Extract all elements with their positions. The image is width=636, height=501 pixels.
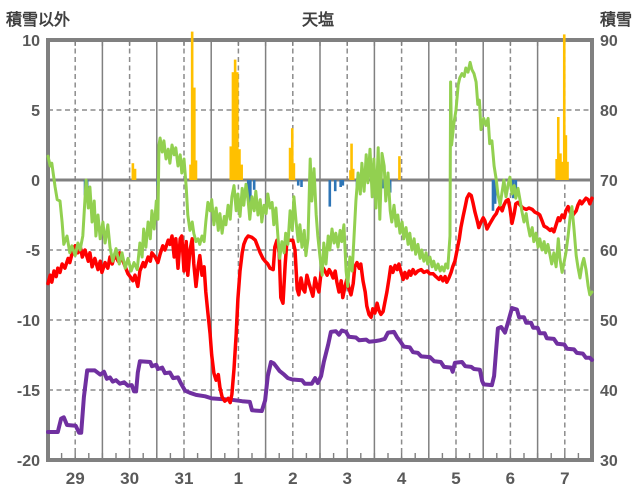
svg-text:2: 2: [288, 469, 297, 488]
svg-text:90: 90: [600, 33, 618, 50]
svg-text:-15: -15: [17, 383, 40, 400]
purple-line-series: [46, 306, 594, 435]
red-line-series: [46, 192, 594, 405]
axis-tick-marks: [47, 40, 593, 460]
svg-text:70: 70: [600, 173, 618, 190]
svg-text:-5: -5: [26, 243, 40, 260]
x-axis-tick-labels: 29 30 31 1 2 3 4 5 6 7: [66, 469, 570, 488]
svg-text:5: 5: [451, 469, 460, 488]
chart-title: 天塩: [301, 12, 334, 29]
green-line-series: [46, 60, 594, 297]
svg-text:40: 40: [600, 383, 618, 400]
svg-text:3: 3: [342, 469, 351, 488]
svg-text:29: 29: [66, 469, 85, 488]
svg-text:10: 10: [22, 33, 40, 50]
svg-text:0: 0: [31, 173, 40, 190]
right-axis-tick-labels: 90 80 70 60 50 40 30: [600, 33, 618, 470]
svg-text:60: 60: [600, 243, 618, 260]
svg-text:80: 80: [600, 103, 618, 120]
svg-text:50: 50: [600, 313, 618, 330]
precip-bars-series: [131, 31, 569, 181]
svg-text:-10: -10: [17, 313, 40, 330]
svg-text:1: 1: [234, 469, 243, 488]
right-axis-title: 積雪: [599, 12, 632, 29]
left-axis-tick-labels: 10 5 0 -5 -10 -15 -20: [17, 33, 40, 470]
negative-bars-series: [83, 180, 518, 211]
svg-text:6: 6: [506, 469, 515, 488]
svg-text:30: 30: [120, 469, 139, 488]
svg-text:31: 31: [175, 469, 194, 488]
svg-text:4: 4: [397, 469, 407, 488]
left-axis-title: 積雪以外: [6, 12, 71, 29]
svg-text:5: 5: [31, 103, 40, 120]
svg-text:-20: -20: [17, 453, 40, 470]
svg-text:7: 7: [560, 469, 569, 488]
svg-text:30: 30: [600, 453, 618, 470]
